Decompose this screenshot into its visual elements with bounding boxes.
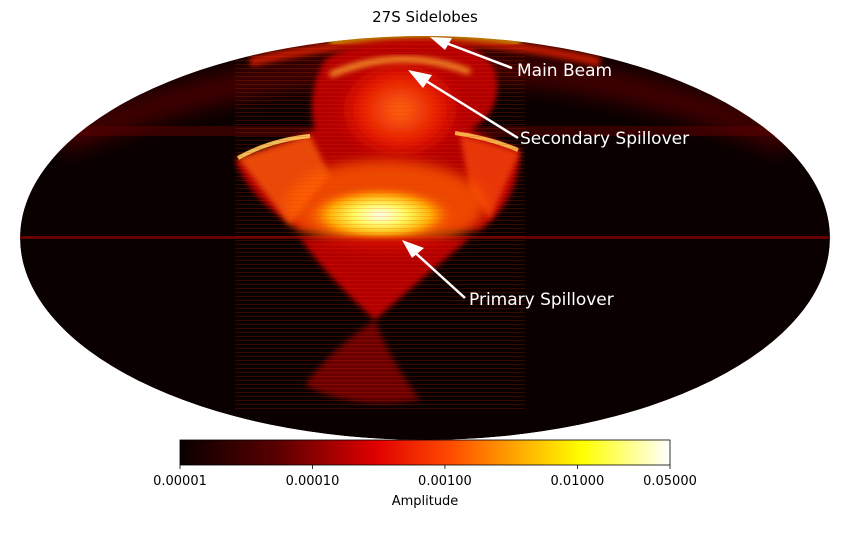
secondary-spillover-label: Secondary Spillover	[520, 129, 689, 149]
chart-title: 27S Sidelobes	[372, 8, 478, 26]
colorbar-tick-label: 0.01000	[551, 474, 605, 489]
main-beam-label: Main Beam	[517, 61, 612, 81]
colorbar-label: Amplitude	[392, 494, 459, 509]
mollweide-map	[20, 36, 830, 440]
colorbar-tick-label: 0.00001	[153, 474, 207, 489]
colorbar-gradient	[179, 439, 671, 466]
primary-spillover-arrow	[409, 247, 466, 299]
primary-spillover-label: Primary Spillover	[469, 290, 614, 310]
annotation-primary-spillover: Primary Spillover	[402, 240, 614, 310]
primary-spillover-arrowhead	[402, 240, 424, 258]
texture-overlay	[235, 40, 525, 410]
colorbar: 0.00001 0.00010 0.00100 0.01000 0.05000 Ampl…	[153, 439, 697, 509]
annotation-main-beam: Main Beam	[430, 37, 612, 81]
colorbar-tick-label: 0.05000	[643, 474, 697, 489]
colorbar-tick-label: 0.00010	[286, 474, 340, 489]
secondary-spillover-arrow	[417, 74, 519, 140]
colorbar-ticks: 0.00001 0.00010 0.00100 0.01000 0.05000	[153, 465, 697, 489]
annotation-secondary-spillover: Secondary Spillover	[408, 70, 689, 149]
main-beam-arrow	[437, 38, 513, 70]
colorbar-tick-label: 0.00100	[418, 474, 472, 489]
main-beam-arrowhead	[430, 37, 452, 50]
secondary-spillover-arrowhead	[408, 70, 432, 88]
